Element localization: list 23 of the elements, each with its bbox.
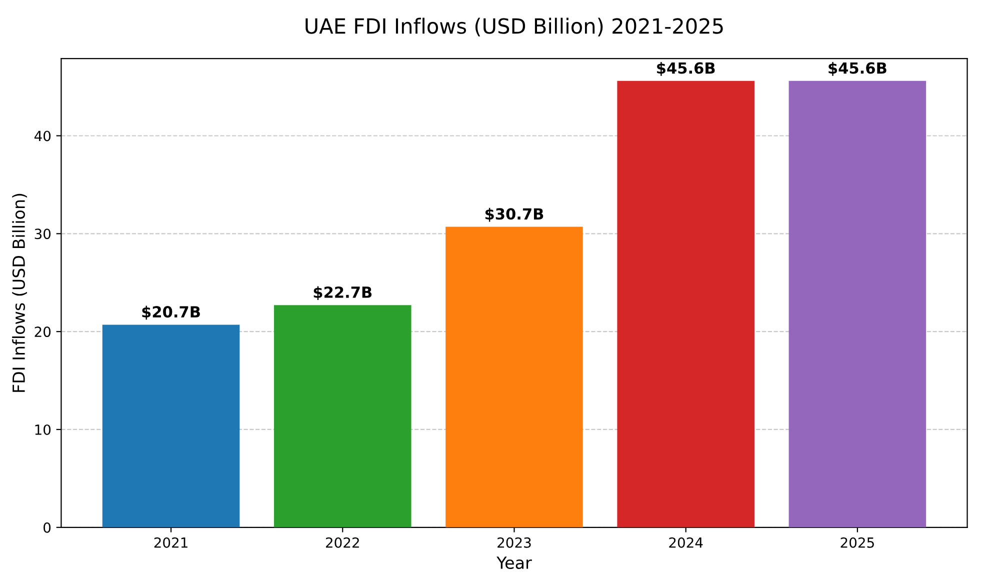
data-label: $30.7B [485,208,544,222]
y-tick-label: 0 [44,522,51,533]
data-label: $45.6B [657,62,715,76]
y-tick-label: 30 [34,228,51,240]
x-tick-label: 2023 [498,537,531,548]
y-axis-title: FDI Inflows (USD Billion) [12,194,27,392]
bar [102,324,240,528]
chart-title: UAE FDI Inflows (USD Billion) 2021-2025 [306,18,723,36]
x-tick-label: 2024 [669,537,703,548]
y-tick-label: 10 [35,424,51,435]
bar [274,305,412,528]
y-tick-label: 40 [34,130,51,142]
x-tick-label: 2025 [840,537,874,548]
bar [617,80,754,528]
x-axis-title: Year [496,556,532,570]
bar [788,80,926,528]
data-label: $22.7B [314,286,372,300]
data-label: $20.7B [142,306,200,320]
x-tick-label: 2021 [154,537,188,548]
bar [446,226,583,528]
data-label: $45.6B [828,62,886,76]
x-tick-label: 2022 [326,537,359,548]
y-tick-label: 20 [34,326,51,338]
